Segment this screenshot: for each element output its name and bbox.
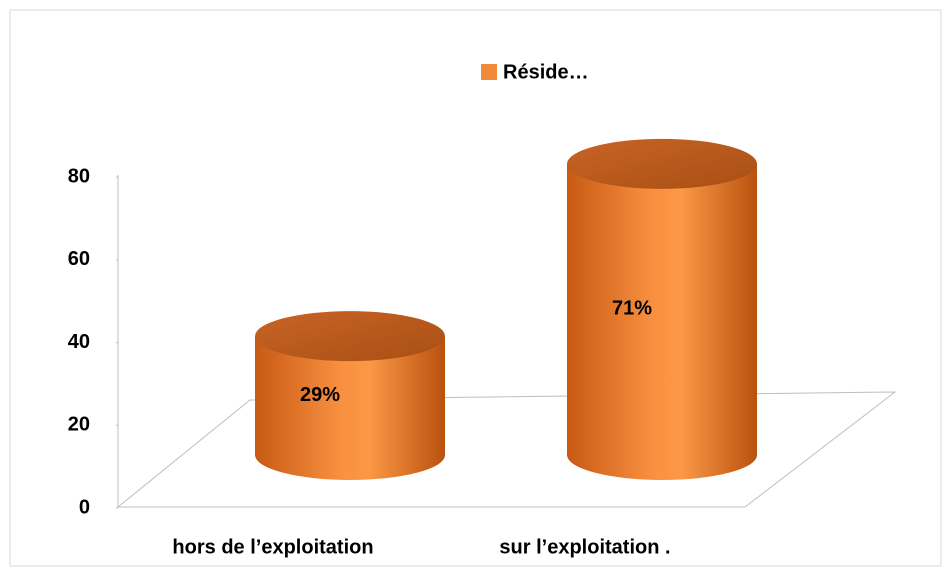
floor <box>116 391 897 508</box>
y-tick-label: 40 <box>68 331 90 353</box>
legend-swatch <box>481 64 497 80</box>
y-tick-label: 20 <box>68 414 90 436</box>
value-label: 71% <box>612 298 652 320</box>
cylinder-top <box>255 311 445 362</box>
y-tick-label: 0 <box>79 496 90 518</box>
y-tick-label: 80 <box>68 165 90 187</box>
chart-border <box>9 9 942 567</box>
value-label: 29% <box>300 384 340 406</box>
x-tick-label: hors de l’exploitation <box>172 536 373 558</box>
cylinder-body <box>567 163 757 480</box>
cylinder-body <box>255 336 445 480</box>
legend-label: Réside… <box>503 61 589 83</box>
x-tick-label: sur l’exploitation . <box>499 536 670 558</box>
y-tick-label: 60 <box>68 248 90 270</box>
cylinder-top <box>567 138 757 189</box>
